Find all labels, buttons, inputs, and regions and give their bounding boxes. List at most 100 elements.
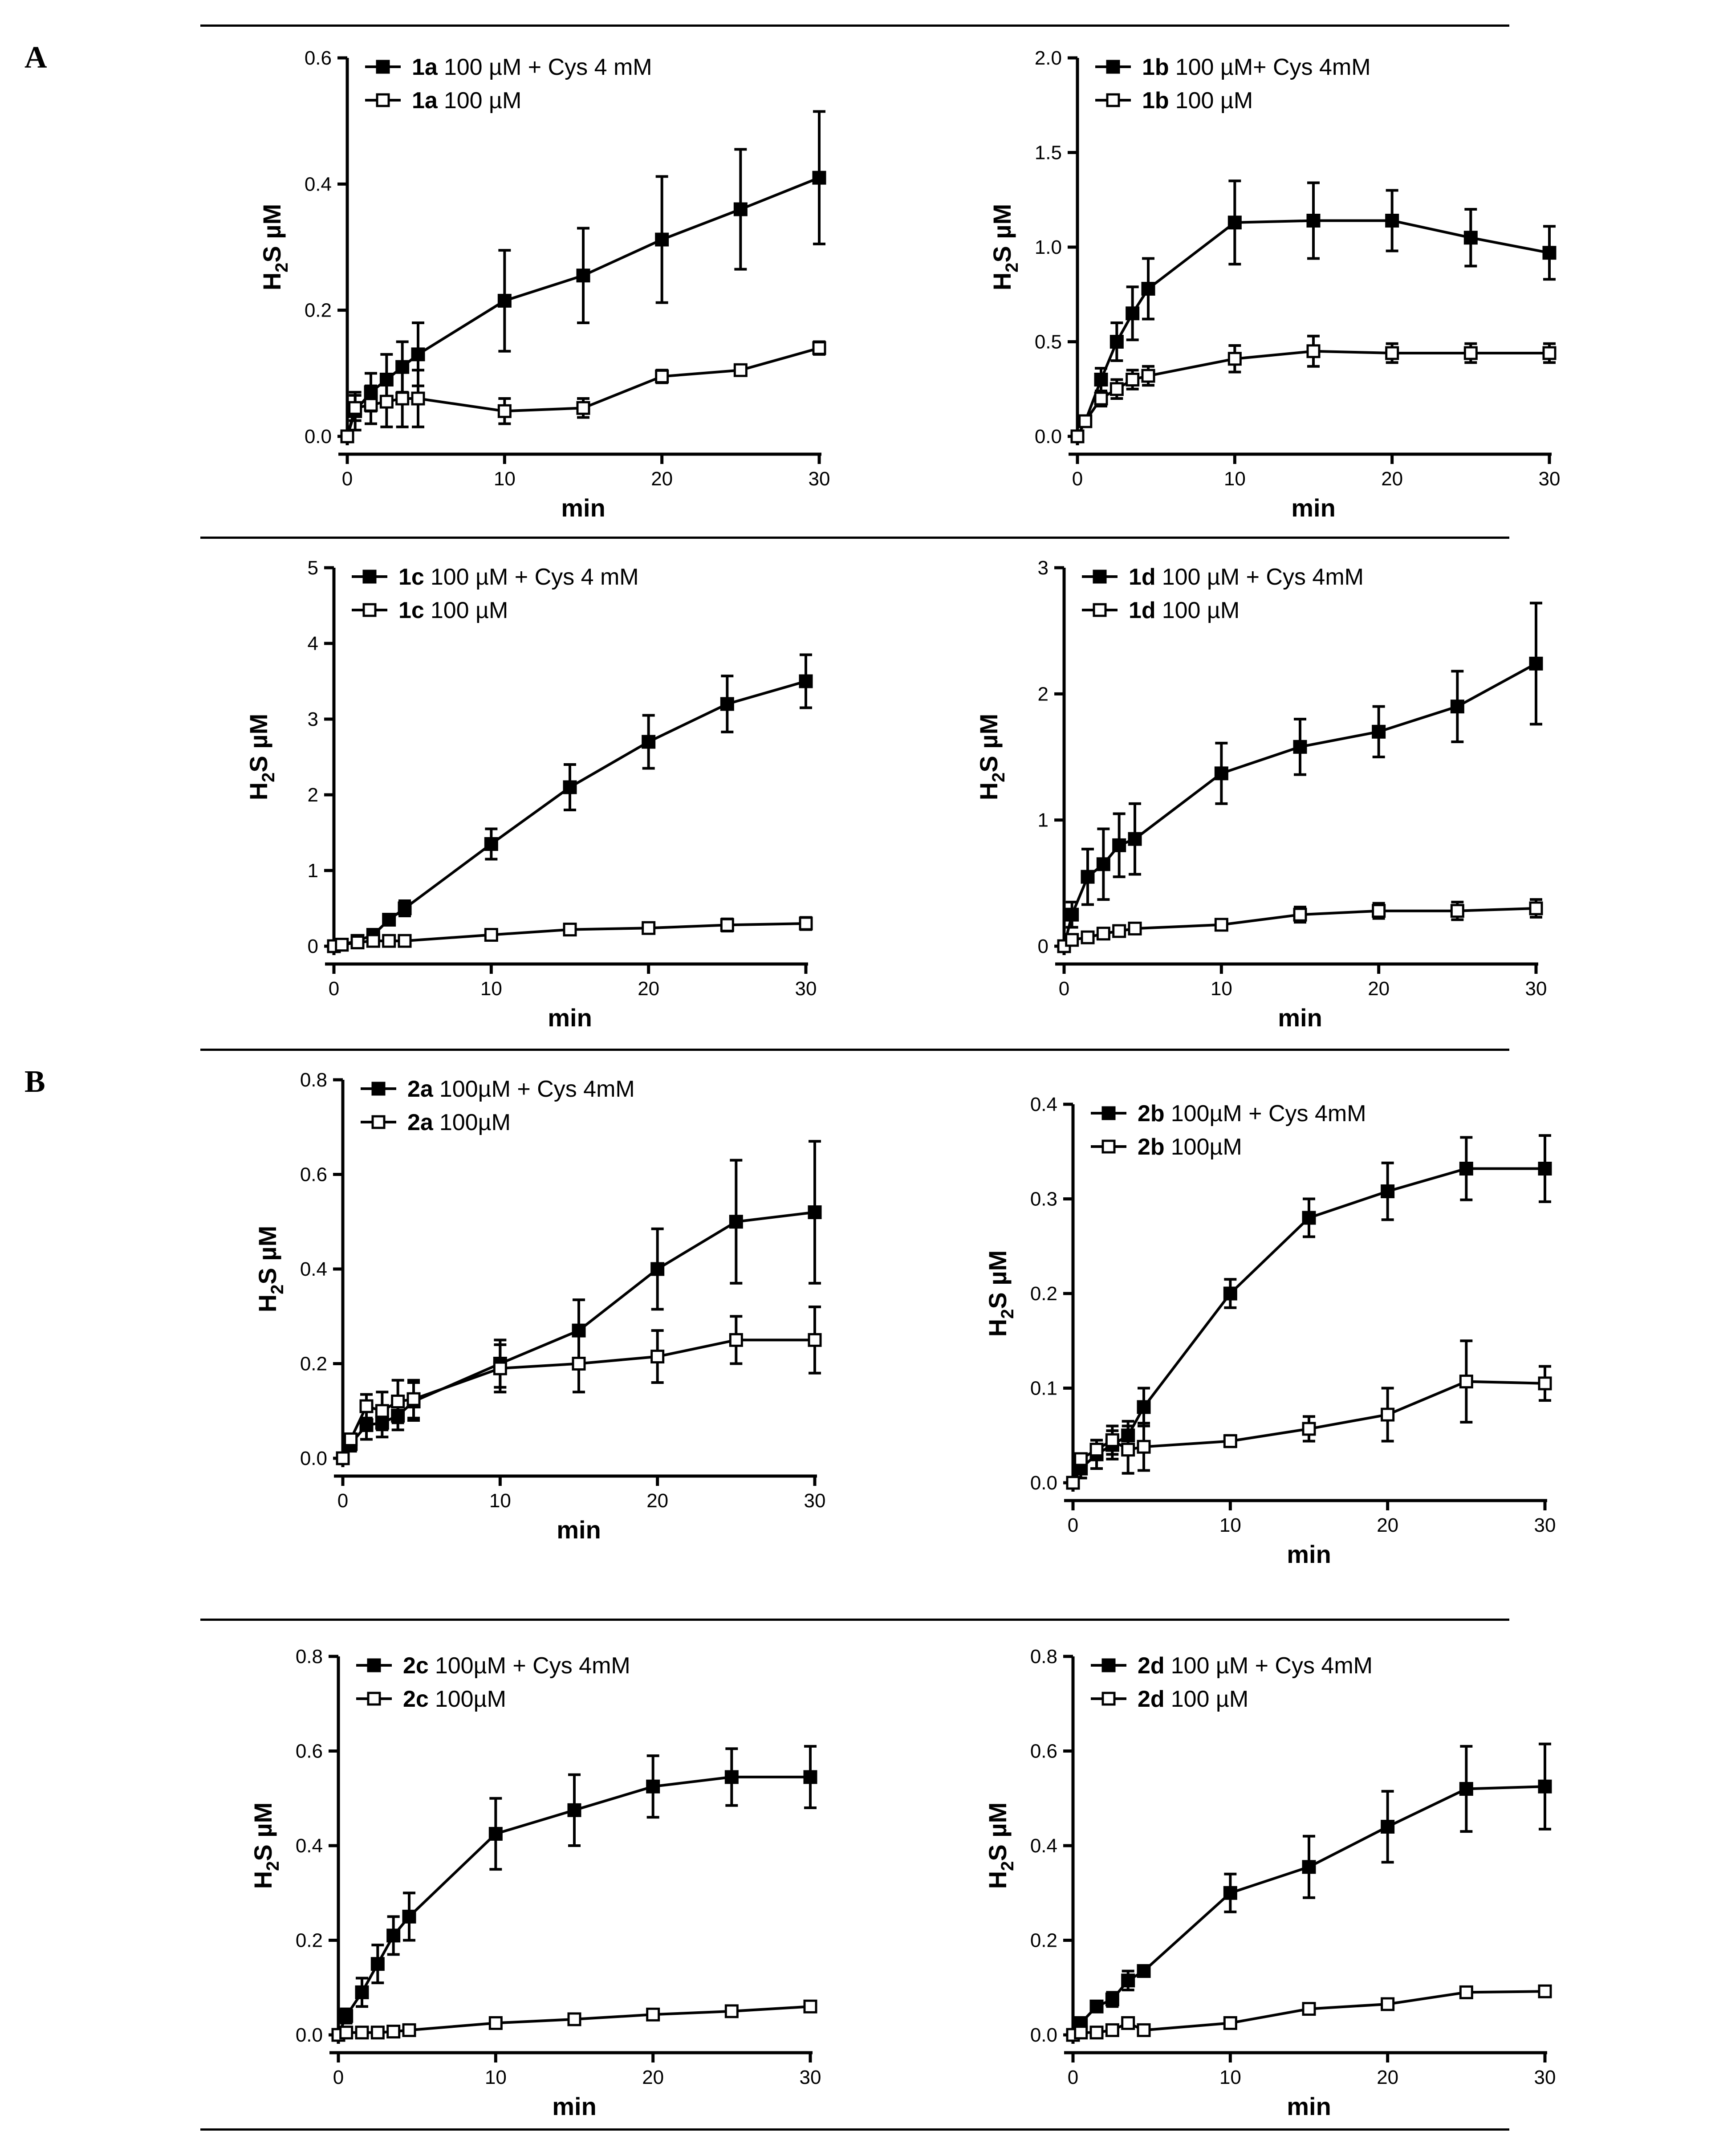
y-axis-title-h: H xyxy=(258,273,286,290)
chart-2c: 0.0 0.2 0.4 0.6 0.8 0 10 20 30 min H2S µM 2c 100µM +… xyxy=(249,1646,821,2120)
x-tick-label: 10 xyxy=(1224,468,1246,490)
data-point xyxy=(563,923,577,937)
legend-marker xyxy=(371,1115,386,1129)
y-axis-title-subscript: 2 xyxy=(263,1861,283,1871)
legend-entry: 1a 100 µM xyxy=(412,88,521,114)
data-point xyxy=(1463,346,1478,360)
data-point xyxy=(1141,282,1155,296)
data-point xyxy=(576,268,590,283)
y-axis-title-rest: S µM xyxy=(975,714,1003,773)
data-point xyxy=(1459,1375,1473,1389)
data-point xyxy=(733,202,748,216)
legend-label: 100µM xyxy=(439,1110,511,1135)
y-tick-label: 0.2 xyxy=(1030,1930,1057,1952)
data-point xyxy=(391,1395,405,1408)
y-tick-label: 0.6 xyxy=(305,47,332,69)
x-axis-title: min xyxy=(557,1516,601,1544)
data-point xyxy=(812,341,826,355)
data-point xyxy=(1529,901,1543,915)
panel-letter-a: A xyxy=(24,41,47,75)
legend-label: 100µM xyxy=(435,1686,506,1712)
data-point xyxy=(375,1404,389,1418)
y-tick-label: 0.4 xyxy=(305,173,332,195)
data-point xyxy=(1381,1184,1395,1198)
x-tick-label: 0 xyxy=(333,2067,344,2088)
data-point xyxy=(488,1826,503,1841)
data-point xyxy=(1121,1443,1135,1457)
y-tick-label: 0.2 xyxy=(296,1930,323,1952)
legend-entry: 2a 100µM + Cys 4mM xyxy=(407,1076,635,1102)
x-tick-label: 10 xyxy=(1211,978,1232,1000)
data-point xyxy=(1306,344,1321,358)
legend-entry: 2d 100 µM xyxy=(1138,1686,1248,1712)
x-tick-label: 20 xyxy=(651,468,673,490)
data-point xyxy=(386,2025,401,2039)
y-tick-label: 0.8 xyxy=(296,1646,323,1668)
legend-marker xyxy=(376,93,390,107)
data-point xyxy=(1381,1820,1395,1834)
data-point xyxy=(1463,231,1478,245)
data-point xyxy=(1070,429,1085,443)
data-point xyxy=(1065,907,1079,922)
x-axis-title: min xyxy=(1287,2092,1331,2120)
y-tick-label: 3 xyxy=(1038,557,1049,579)
legend-entry: 2b 100µM + Cys 4mM xyxy=(1138,1101,1366,1127)
x-tick-label: 20 xyxy=(1377,2067,1398,2088)
legend-marker xyxy=(362,570,377,584)
y-tick-label: 0 xyxy=(1038,936,1049,957)
x-tick-label: 20 xyxy=(642,2067,664,2088)
data-point xyxy=(359,1399,374,1413)
data-point xyxy=(1450,904,1464,918)
data-point xyxy=(1112,838,1126,852)
legend-label: 100 µM xyxy=(1162,598,1240,623)
data-point xyxy=(1105,2023,1119,2037)
data-point xyxy=(1542,246,1557,260)
y-tick-label: 2 xyxy=(1038,683,1049,705)
data-point xyxy=(576,401,590,415)
data-point xyxy=(484,837,498,851)
x-tick-label: 20 xyxy=(1368,978,1390,1000)
data-point xyxy=(1065,933,1079,947)
data-point xyxy=(655,232,669,247)
x-axis-title: min xyxy=(1291,494,1336,522)
data-point xyxy=(1293,740,1307,754)
series-2a-cys xyxy=(336,1140,822,1465)
legend-marker xyxy=(1093,570,1107,584)
legend-compound: 2b xyxy=(1138,1101,1165,1127)
x-tick-label: 10 xyxy=(480,978,502,1000)
data-point xyxy=(1078,414,1093,428)
y-tick-label: 0.4 xyxy=(1030,1835,1057,1857)
y-axis-title-h: H xyxy=(984,1871,1012,1889)
y-axis-title: H2S µM xyxy=(258,204,292,291)
y-tick-label: 1 xyxy=(1038,810,1049,831)
legend-marker xyxy=(362,603,377,617)
data-point xyxy=(650,1262,665,1276)
y-tick-label: 3 xyxy=(308,708,318,730)
y-tick-label: 0 xyxy=(308,936,318,957)
y-tick-label: 0.6 xyxy=(296,1741,323,1762)
y-tick-label: 4 xyxy=(308,633,318,655)
y-axis-title: H2S µM xyxy=(984,1802,1017,1889)
legend-entry: 1c 100 µM xyxy=(398,598,508,623)
legend-entry: 2a 100µM xyxy=(407,1110,511,1135)
data-point xyxy=(336,1451,350,1465)
legend-label: 100µM + Cys 4mM xyxy=(439,1076,635,1102)
x-tick-label: 0 xyxy=(337,1490,348,1512)
series-2c-cys xyxy=(331,1745,817,2042)
y-tick-label: 2 xyxy=(308,784,318,806)
data-point xyxy=(1126,373,1140,386)
legend-entry: 2b 100µM xyxy=(1138,1134,1242,1160)
data-point xyxy=(803,1770,817,1784)
data-point xyxy=(355,2026,369,2040)
data-point xyxy=(493,1361,507,1375)
rule-top xyxy=(200,24,1509,27)
legend-label: 100 µM xyxy=(1171,1686,1248,1712)
y-tick-label: 0.8 xyxy=(300,1069,327,1091)
legend-entry: 1b 100 µM xyxy=(1142,88,1253,114)
data-point xyxy=(339,2009,354,2023)
data-point xyxy=(1538,1984,1552,1998)
y-tick-label: 0.6 xyxy=(300,1164,327,1186)
data-point xyxy=(382,913,396,927)
y-axis-title-rest: S µM xyxy=(249,1802,277,1861)
y-tick-label: 0.1 xyxy=(1030,1378,1057,1399)
